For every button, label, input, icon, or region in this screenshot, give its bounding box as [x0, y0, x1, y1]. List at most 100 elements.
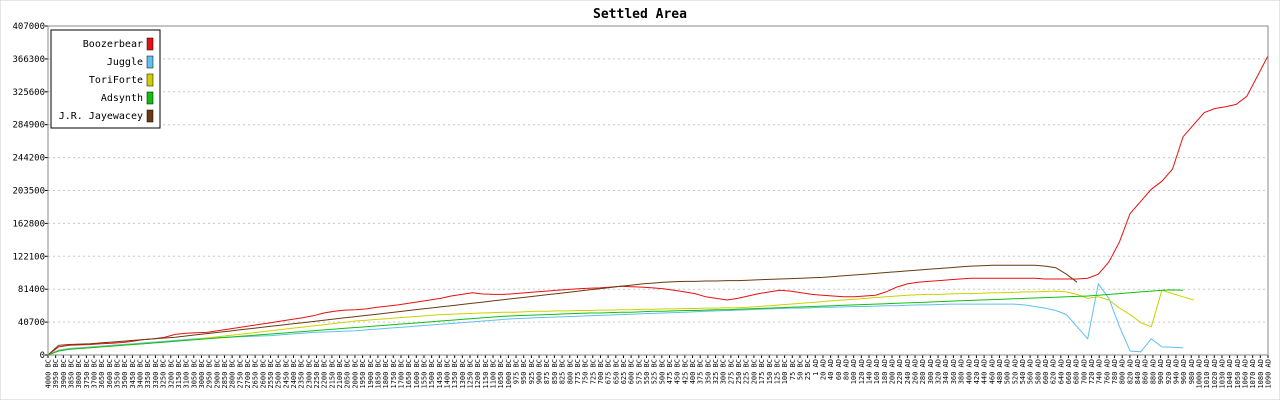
x-tick-label: 3150 BC	[175, 359, 183, 389]
legend-label: J.R. Jayewacey	[59, 111, 143, 122]
x-tick-label: 480 AD	[996, 359, 1004, 384]
x-tick-label: 3400 BC	[137, 359, 145, 389]
x-tick-label: 400 AD	[965, 359, 973, 384]
x-tick-label: 1700 BC	[397, 359, 405, 389]
x-tick-label: 560 AD	[1027, 359, 1035, 384]
x-tick-label: 875 BC	[543, 359, 551, 384]
x-tick-label: 475 BC	[666, 359, 674, 384]
x-tick-label: 260 AD	[912, 359, 920, 384]
x-tick-label: 3300 BC	[152, 359, 160, 389]
x-tick-label: 3050 BC	[190, 359, 198, 389]
x-tick-label: 220 AD	[896, 359, 904, 384]
x-tick-label: 3250 BC	[160, 359, 168, 389]
legend-swatch	[146, 91, 154, 105]
x-tick-label: 2450 BC	[282, 359, 290, 389]
x-axis-ticks: 4000 BC 3950 BC 3900 BC 3850 BC 3800 BC 3750 …	[45, 355, 1273, 389]
x-tick-label: 3500 BC	[121, 359, 129, 389]
x-tick-label: 3700 BC	[91, 359, 99, 389]
x-tick-label: 460 AD	[988, 359, 996, 384]
x-tick-label: 2000 BC	[351, 359, 359, 389]
x-tick-label: 200 AD	[889, 359, 897, 384]
x-tick-label: 540 AD	[1019, 359, 1027, 384]
x-tick-label: 275 BC	[727, 359, 735, 384]
x-tick-label: 300 AD	[927, 359, 935, 384]
x-tick-label: 2500 BC	[275, 359, 283, 389]
x-tick-label: 4000 BC	[45, 359, 53, 389]
x-tick-label: 700 AD	[1080, 359, 1088, 384]
x-tick-label: 200 BC	[750, 359, 758, 384]
x-tick-label: 800 AD	[1119, 359, 1127, 384]
x-tick-label: 675 BC	[605, 359, 613, 384]
x-tick-label: 350 BC	[704, 359, 712, 384]
x-tick-label: 575 BC	[635, 359, 643, 384]
x-tick-label: 1900 BC	[367, 359, 375, 389]
chart-title: Settled Area	[593, 7, 687, 22]
x-tick-label: 2150 BC	[328, 359, 336, 389]
x-tick-label: 800 BC	[566, 359, 574, 384]
x-tick-label: 50 BC	[796, 359, 804, 380]
x-tick-label: 1060 AD	[1241, 359, 1249, 389]
x-tick-label: 75 BC	[789, 359, 797, 380]
x-tick-label: 3450 BC	[129, 359, 137, 389]
x-tick-label: 620 AD	[1050, 359, 1058, 384]
x-tick-label: 3000 BC	[198, 359, 206, 389]
x-tick-label: 320 AD	[935, 359, 943, 384]
x-tick-label: 3550 BC	[114, 359, 122, 389]
x-tick-label: 3100 BC	[183, 359, 191, 389]
x-tick-label: 1200 BC	[474, 359, 482, 389]
x-tick-label: 1600 BC	[413, 359, 421, 389]
x-tick-label: 1350 BC	[451, 359, 459, 389]
x-tick-label: 25 BC	[804, 359, 812, 380]
legend-swatch	[146, 73, 154, 87]
x-tick-label: 725 BC	[589, 359, 597, 384]
x-tick-label: 2100 BC	[336, 359, 344, 389]
x-tick-label: 850 BC	[551, 359, 559, 384]
x-tick-label: 750 BC	[582, 359, 590, 384]
x-tick-label: 3800 BC	[75, 359, 83, 389]
series-lines	[47, 55, 1269, 356]
x-tick-label: 3900 BC	[60, 359, 68, 389]
x-tick-label: 500 AD	[1004, 359, 1012, 384]
x-tick-label: 720 AD	[1088, 359, 1096, 384]
x-tick-label: 580 AD	[1034, 359, 1042, 384]
x-tick-label: 680 AD	[1073, 359, 1081, 384]
y-tick-label: 122100	[12, 252, 45, 262]
x-tick-label: 175 BC	[758, 359, 766, 384]
x-tick-label: 3850 BC	[68, 359, 76, 389]
x-tick-label: 125 BC	[773, 359, 781, 384]
x-tick-label: 1450 BC	[436, 359, 444, 389]
x-tick-label: 60 AD	[835, 359, 843, 380]
y-tick-label: 244200	[12, 154, 45, 164]
x-tick-label: 600 AD	[1042, 359, 1050, 384]
x-tick-label: 2050 BC	[344, 359, 352, 389]
x-tick-label: 1070 AD	[1249, 359, 1257, 389]
x-tick-label: 1650 BC	[405, 359, 413, 389]
series-line-boozerbear	[47, 55, 1269, 356]
x-tick-label: 40 AD	[827, 359, 835, 380]
x-tick-label: 2700 BC	[244, 359, 252, 389]
x-tick-label: 1030 AD	[1218, 359, 1226, 389]
x-tick-label: 1300 BC	[459, 359, 467, 389]
x-tick-label: 325 BC	[712, 359, 720, 384]
x-tick-label: 3750 BC	[83, 359, 91, 389]
x-tick-label: 700 BC	[597, 359, 605, 384]
y-tick-label: 284900	[12, 121, 45, 131]
x-tick-label: 900 AD	[1157, 359, 1165, 384]
x-tick-label: 525 BC	[651, 359, 659, 384]
x-tick-label: 1050 BC	[497, 359, 505, 389]
y-tick-label: 325600	[12, 88, 45, 98]
x-tick-label: 240 AD	[904, 359, 912, 384]
legend-label: Boozerbear	[83, 39, 143, 50]
x-tick-label: 440 AD	[981, 359, 989, 384]
x-tick-label: 3950 BC	[52, 359, 60, 389]
grid	[48, 25, 1268, 323]
x-tick-label: 1400 BC	[443, 359, 451, 389]
x-tick-label: 2200 BC	[321, 359, 329, 389]
x-tick-label: 3350 BC	[144, 359, 152, 389]
y-tick-label: 162800	[12, 219, 45, 229]
x-tick-label: 825 BC	[559, 359, 567, 384]
x-tick-label: 2650 BC	[252, 359, 260, 389]
x-tick-label: 860 AD	[1142, 359, 1150, 384]
x-tick-label: 1850 BC	[374, 359, 382, 389]
